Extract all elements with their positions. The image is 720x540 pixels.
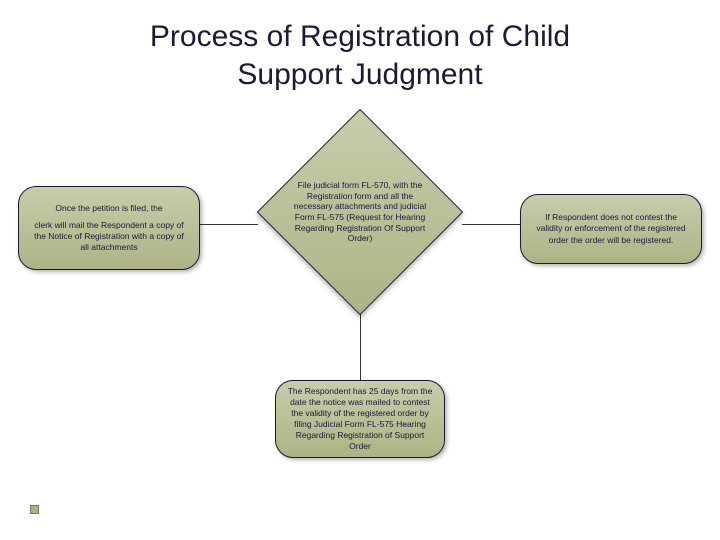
right-node: If Respondent does not contest the valid… <box>520 194 702 264</box>
diamond-text: File judicial form FL-570, with the Regi… <box>258 110 462 314</box>
connector-left <box>200 224 258 225</box>
diamond-node: File judicial form FL-570, with the Regi… <box>258 110 462 314</box>
left-node-p1: Once the petition is filed, the <box>55 203 162 214</box>
connector-right <box>462 224 520 225</box>
left-node: Once the petition is filed, the clerk wi… <box>18 186 200 270</box>
bottom-node: The Respondent has 25 days from the date… <box>275 380 445 458</box>
slide-marker-icon <box>30 505 39 514</box>
left-node-p2: clerk will mail the Respondent a copy of… <box>29 220 189 253</box>
page-title: Process of Registration of ChildSupport … <box>0 18 720 93</box>
connector-bottom <box>360 314 361 380</box>
